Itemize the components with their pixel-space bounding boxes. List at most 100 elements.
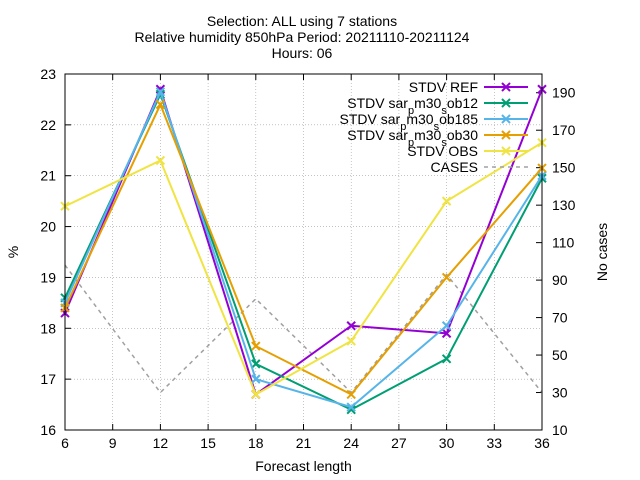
y2-axis-ticks: 10 30 50 70 90 110 130 150 170 190 [536,85,576,438]
data-point [251,374,261,384]
marker-stroke [251,389,261,400]
x-tick-label: 30 [439,435,455,451]
y2-tick-label: 10 [552,422,568,438]
legend-text: m30 [406,111,433,127]
legend-subscript: p [400,121,406,133]
legend-marker [501,130,511,140]
data-point [441,196,452,206]
y-tick-label: 22 [40,117,56,133]
legend-marker [501,146,511,156]
data-point [155,99,166,110]
legend-marker [501,98,511,108]
marker-stroke [155,99,166,110]
y-tick-label: 18 [40,320,56,336]
marker-stroke [346,321,356,331]
title-line-2: Relative humidity 850hPa Period: 2021111… [135,29,470,45]
y-tick-label: 16 [40,422,56,438]
legend-text: STDV REF [409,79,478,95]
marker-stroke [155,87,166,97]
y-axis-ticks: 16 17 18 19 20 21 22 23 [40,66,71,438]
y-tick-label: 17 [40,371,56,387]
series-line [64,141,543,396]
legend-text: STDV sar [347,127,408,143]
data-point [251,359,261,369]
title-line-1: Selection: ALL using 7 stations [207,13,397,29]
data-point [155,87,166,97]
x-tick-label: 9 [109,435,117,451]
y2-tick-label: 150 [552,160,576,176]
y-tick-label: 20 [40,219,56,235]
legend-text: m30 [414,95,441,111]
marker-stroke [346,336,356,346]
legend-label: STDV REF [409,79,478,95]
y-tick-label: 23 [40,66,56,82]
legend-text: CASES [431,159,478,175]
x-tick-label: 21 [296,435,312,451]
legend-item: CASES [431,159,528,175]
data-point [251,341,261,351]
legend-item: STDV sarpm30sob12 [347,95,528,117]
y2-tick-label: 70 [552,310,568,326]
legend-subscript: s [441,137,447,149]
marker-stroke [346,389,356,400]
y2-tick-label: 90 [552,272,568,288]
x-tick-label: 6 [61,435,69,451]
legend-text: ob185 [439,111,478,127]
legend-text: STDV sar [340,111,401,127]
legend-label: CASES [431,159,478,175]
data-point [441,321,452,331]
x-tick-label: 15 [200,435,216,451]
marker-stroke [441,272,452,283]
marker-stroke [501,114,511,124]
y-tick-label: 19 [40,269,56,285]
marker-stroke [501,82,511,92]
x-tick-label: 36 [534,435,550,451]
legend-text: ob12 [447,95,478,111]
marker-stroke [441,321,452,331]
legend-marker [501,82,511,92]
x-axis-label: Forecast length [255,458,352,474]
plot-frame [64,73,543,431]
legend-text: STDV sar [347,95,408,111]
chart-title: Selection: ALL using 7 stations Relative… [135,13,470,61]
data-point [251,389,261,400]
x-tick-label: 24 [343,435,359,451]
marker-stroke [346,404,356,415]
x-tick-label: 12 [153,435,169,451]
legend-text: STDV OBS [407,143,478,159]
legend-label: STDV OBS [407,143,478,159]
data-point [346,402,356,412]
y2-axis-label: No cases [594,223,610,281]
legend-text: m30 [414,127,441,143]
legend-text: ob30 [447,127,478,143]
legend-label: STDV sarpm30sob30 [347,127,478,149]
marker-stroke [155,155,166,166]
series-line [64,101,543,396]
y-axis-label: % [5,246,21,258]
legend-item: STDV OBS [407,143,528,159]
data-point [441,354,452,364]
data-point [346,321,356,331]
legend-subscript: s [441,105,447,117]
legend-marker [501,114,511,124]
x-axis-ticks: 6 9 12 15 18 21 24 27 30 33 36 [61,74,550,451]
y2-tick-label: 130 [552,197,576,213]
y2-tick-label: 110 [552,235,575,251]
y2-tick-label: 50 [552,347,568,363]
x-tick-label: 33 [487,435,503,451]
marker-stroke [441,328,452,339]
legend-label: STDV sarpm30sob185 [340,111,479,133]
title-line-3: Hours: 06 [272,45,333,61]
series-group [60,84,547,415]
marker-stroke [251,341,261,351]
y2-tick-label: 30 [552,385,568,401]
data-point [346,389,356,400]
data-point [441,272,452,283]
marker-stroke [441,354,452,364]
y2-tick-label: 170 [552,122,576,138]
legend-label: STDV sarpm30sob12 [347,95,478,117]
legend-subscript: s [434,121,440,133]
data-point [155,155,166,166]
y2-tick-label: 190 [552,85,576,101]
